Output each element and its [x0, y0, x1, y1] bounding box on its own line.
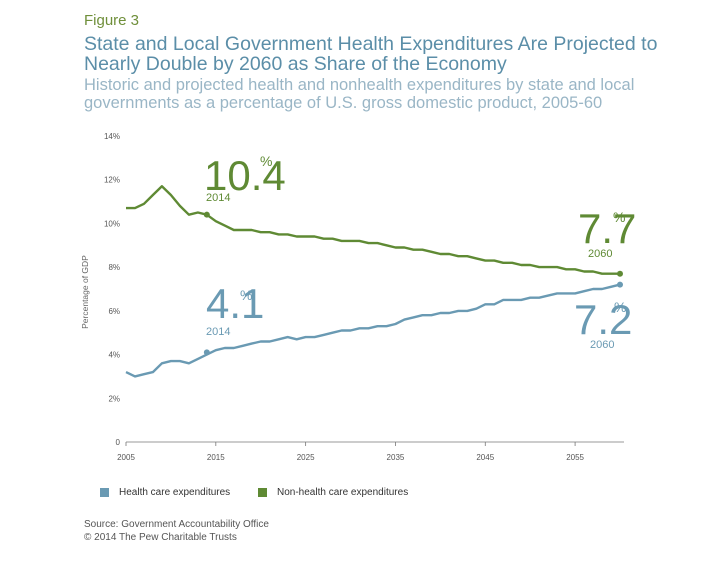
series-line-nonhealth: [126, 185, 620, 275]
callout-value: 7.7: [578, 205, 636, 252]
legend-item-health: Health care expenditures: [100, 487, 230, 498]
x-tick-label: 2035: [387, 453, 405, 462]
y-axis-label: Percentage of GDP: [80, 255, 90, 329]
y-tick-label: 10%: [104, 219, 120, 228]
callout-year: 2014: [206, 192, 230, 204]
chart-title: State and Local Government Health Expend…: [84, 33, 658, 75]
figure-label: Figure 3: [84, 12, 140, 29]
highlight-point: [617, 270, 623, 277]
y-tick-label: 4%: [108, 351, 120, 360]
legend-label-nonhealth: Non-health care expenditures: [277, 487, 409, 498]
highlight-point: [203, 349, 210, 356]
legend-swatch-health: [100, 488, 109, 497]
callout-health-2060: 7.2 % 2060: [574, 296, 632, 351]
legend-label-health: Health care expenditures: [119, 487, 231, 498]
source-text: Source: Government Accountability Office: [84, 519, 269, 530]
x-tick-label: 2045: [476, 453, 494, 462]
x-tick-label: 2015: [207, 453, 225, 462]
x-tick-label: 2025: [297, 453, 315, 462]
chart-subtitle: Historic and projected health and nonhea…: [84, 76, 635, 112]
callout-value: 4.1: [206, 280, 264, 327]
x-tick-label: 2055: [566, 453, 584, 462]
y-tick-label: 14%: [104, 132, 120, 141]
series-line-health: [125, 283, 621, 378]
callout-unit: %: [240, 287, 252, 303]
callout-year: 2014: [206, 326, 230, 338]
callout-nonhealth-2060: 7.7 % 2060: [578, 205, 636, 260]
callout-value: 7.2: [574, 296, 632, 343]
highlight-point: [617, 281, 623, 288]
source-note: Source: Government Accountability Office…: [84, 518, 269, 544]
callout-health-2014: 4.1 % 2014: [206, 280, 264, 338]
callout-value: 10.4: [204, 152, 286, 199]
x-tick-label: 2005: [117, 453, 135, 462]
callout-nonhealth-2014: 10.4 % 2014: [204, 152, 286, 204]
legend-swatch-nonhealth: [258, 488, 267, 497]
axes: 0 2% 4% 6% 8% 10% 12% 14% 2005 2015 2025 2035 2045 20…: [104, 132, 624, 462]
y-tick-label: 0: [116, 438, 121, 447]
callout-year: 2060: [590, 339, 614, 351]
y-tick-label: 8%: [108, 263, 120, 272]
y-tick-label: 2%: [108, 394, 120, 403]
series-layer: [125, 185, 621, 378]
callout-year: 2060: [588, 248, 612, 260]
copyright-text: © 2014 The Pew Charitable Trusts: [84, 532, 237, 543]
callout-unit: %: [613, 209, 625, 225]
y-tick-label: 6%: [108, 307, 120, 316]
legend-item-nonhealth: Non-health care expenditures: [258, 487, 408, 498]
highlight-points: [203, 211, 623, 356]
highlight-point: [203, 211, 210, 218]
callout-unit: %: [260, 153, 272, 169]
callout-unit: %: [614, 299, 626, 315]
y-tick-label: 12%: [104, 176, 120, 185]
